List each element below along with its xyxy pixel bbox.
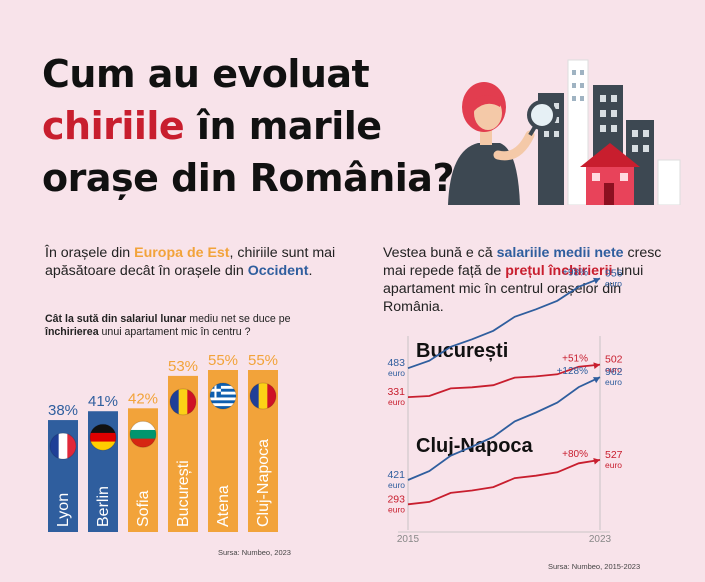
bar-category-label: Lyon <box>55 493 72 527</box>
bucuresti-salary-start-unit: euro <box>388 368 405 378</box>
cluj-napoca-salary-start-value: 421 <box>387 469 405 481</box>
bar-chart-question: Cât la sută din salariul lunar mediu net… <box>45 313 345 339</box>
question-part: mediu net se duce pe <box>186 313 291 325</box>
title-line2-rest: în marile <box>184 104 382 148</box>
cluj-napoca-rent-start-value: 293 <box>387 493 405 505</box>
cluj-napoca-salary-end-value: 962 <box>605 366 623 378</box>
bar-category-label: Cluj-Napoca <box>255 439 272 527</box>
greece-flag-icon-4 <box>209 382 237 410</box>
cluj-napoca-rent-start-unit: euro <box>388 504 405 514</box>
bucuresti-rent-change: +51% <box>562 354 588 365</box>
question-part: Cât la sută din salariul lunar <box>45 313 187 325</box>
cluj-napoca-rent-line-arrow <box>593 457 600 465</box>
bar-value-label: 53% <box>168 358 198 375</box>
right-intro-salarii: salariile medii nete <box>496 245 624 261</box>
cluj-napoca-salary-line <box>407 376 601 481</box>
left-intro-text: În orașele din Europa de Est, chiriile s… <box>45 244 345 280</box>
bar-value-label: 55% <box>248 352 278 369</box>
woman-magnifier-city-illustration <box>448 59 681 205</box>
right-intro-part: Vestea bună e că <box>383 245 497 261</box>
bar-category-label: Atena <box>215 485 232 527</box>
intro-text-part: În orașele din <box>45 245 135 261</box>
x-tick-2015: 2015 <box>397 534 420 545</box>
bucuresti-rent-end-unit: euro <box>605 365 622 375</box>
intro-occident: Occident <box>247 263 309 279</box>
bar-value-label: 55% <box>208 352 238 369</box>
bucuresti-rent-line-arrow <box>593 362 600 369</box>
right-intro-text: Vestea bună e că salariile medii nete cr… <box>383 244 683 316</box>
intro-europa-est: Europa de Est <box>134 245 230 261</box>
cluj-napoca-rent-line <box>407 459 601 506</box>
bucuresti-rent-start-unit: euro <box>388 397 405 407</box>
bucuresti-rent-line <box>407 363 601 398</box>
cluj-napoca-rent-end-unit: euro <box>605 460 622 470</box>
bucuresti-salary-end-unit: euro <box>605 278 622 288</box>
bar-value-label: 41% <box>88 393 118 410</box>
title-line1: Cum au evoluat <box>42 52 370 96</box>
bar-category-label: Sofia <box>135 490 152 527</box>
germany-flag-icon-1 <box>89 423 117 451</box>
cluj-napoca-line-chart: Cluj-Napoca421euro962euro+128%293euro527… <box>387 366 622 514</box>
right-intro-pretul: prețul închirierii <box>505 263 613 279</box>
bar-category-label: București <box>175 460 192 527</box>
cluj-napoca-rent-end-value: 527 <box>605 449 623 461</box>
bucuresti-salary-end-value: 956 <box>605 267 623 279</box>
bucuresti-salary-change: +98% <box>562 267 588 278</box>
bulgaria-flag-icon-2 <box>129 420 157 448</box>
question-part: unui apartament mic în centru ? <box>98 326 251 338</box>
bucuresti-salary-line-arrow <box>593 277 600 285</box>
cluj-napoca-salary-end-unit: euro <box>605 377 622 387</box>
right-intro-part: unui apartament mic în centrul orașelor … <box>383 263 644 315</box>
intro-text-part: , chiriile sunt mai apăsătoare decât în … <box>45 245 336 279</box>
x-tick-2023: 2023 <box>589 534 612 545</box>
bucuresti-salary-start-value: 483 <box>387 357 405 369</box>
france-flag-icon-0 <box>49 432 77 460</box>
bar-value-label: 38% <box>48 402 78 419</box>
bucuresti-chart-title: București <box>416 340 508 362</box>
cluj-napoca-salary-change: +128% <box>557 366 589 377</box>
bucuresti-rent-end-value: 502 <box>605 354 623 366</box>
line-chart-axes: 2015 2023 <box>397 336 612 545</box>
page-title: Cum au evoluat chiriile în marile orașe … <box>42 48 455 204</box>
right-source: Sursa: Numbeo, 2015-2023 <box>548 562 641 571</box>
bar-category-label: Berlin <box>95 486 112 527</box>
cluj-napoca-rent-change: +80% <box>562 449 588 460</box>
right-intro-part: cresc mai repede față de <box>383 245 662 279</box>
intro-text-part: . <box>308 263 313 279</box>
romania-flag-icon-5 <box>249 382 277 410</box>
romania-flag-icon-3 <box>169 388 197 416</box>
cluj-napoca-salary-line-arrow <box>593 377 600 384</box>
title-line3: orașe din România? <box>42 156 455 200</box>
left-source: Sursa: Numbeo, 2023 <box>218 548 291 557</box>
bucuresti-salary-line <box>407 277 601 370</box>
cluj-napoca-salary-start-unit: euro <box>388 480 405 490</box>
bucuresti-rent-start-value: 331 <box>387 386 405 398</box>
bars-group: 38% Lyon 41% Berlin 42% Sofia 53% București 55% A… <box>48 352 278 532</box>
bucuresti-line-chart: București483euro956euro+98%331euro502eur… <box>387 267 622 407</box>
title-highlight: chiriile <box>42 104 185 148</box>
question-part: închirierea <box>45 326 99 338</box>
bar-value-label: 42% <box>128 390 158 407</box>
